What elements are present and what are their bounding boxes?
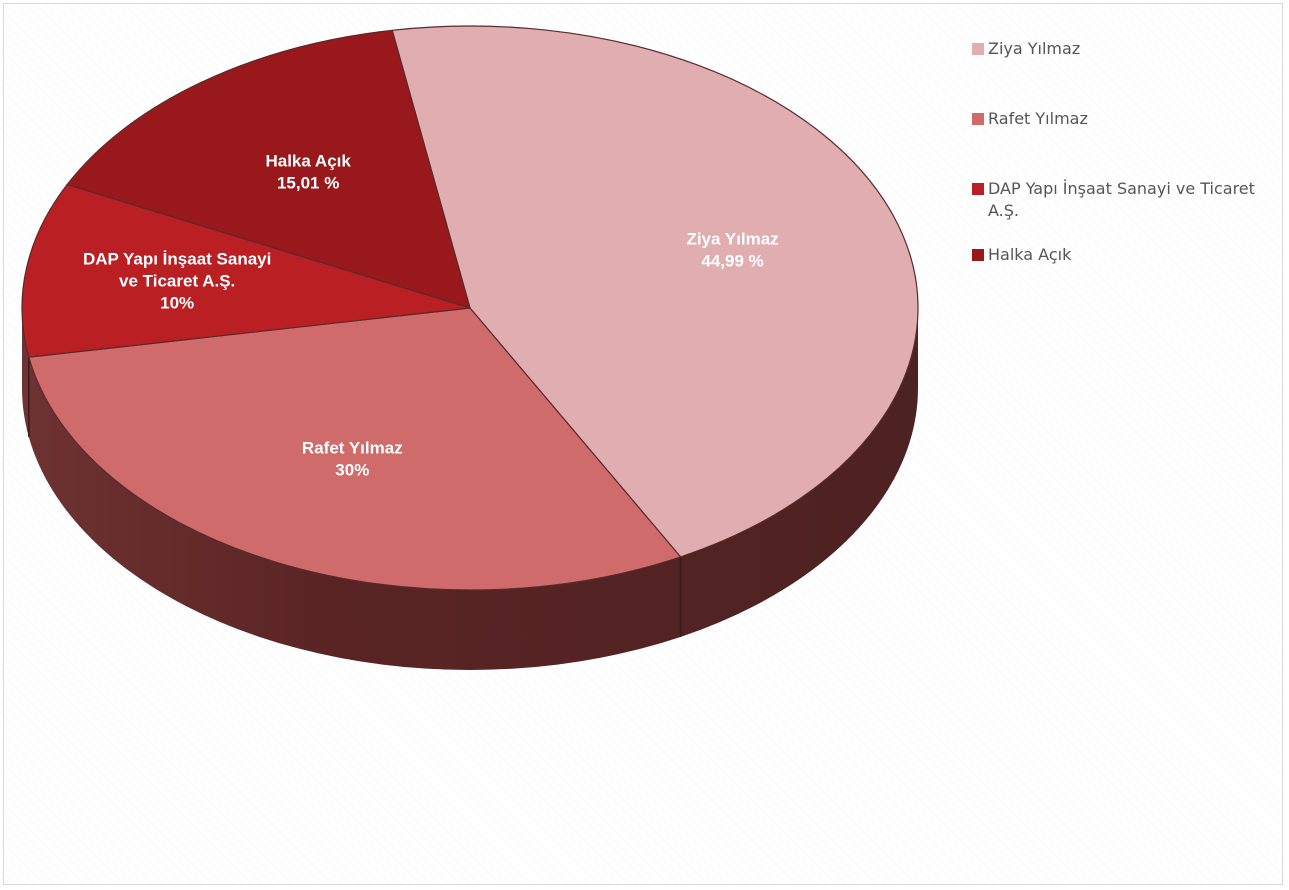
data-label-0-1: 44,99 % <box>701 252 763 271</box>
data-label-2-0: DAP Yapı İnşaat Sanayi <box>83 250 271 269</box>
legend-label: Rafet Yılmaz <box>988 109 1088 128</box>
pie-slice-0 <box>391 25 919 558</box>
data-label-3-0: Halka Açık <box>265 151 351 170</box>
pie-slice-3 <box>66 29 471 309</box>
legend-item-dap: DAP Yapı İnşaat Sanayi ve Ticaret A.Ş. <box>972 178 1272 222</box>
legend: Ziya Yılmaz Rafet Yılmaz DAP Yapı İnşaat… <box>972 38 1272 314</box>
legend-label: Halka Açık <box>988 245 1072 264</box>
data-label-0-0: Ziya Yılmaz <box>686 230 778 249</box>
data-label-2-2: 10% <box>160 294 194 313</box>
data-label-1-0: Rafet Yılmaz <box>302 439 403 458</box>
legend-item-rafet: Rafet Yılmaz <box>972 108 1272 130</box>
legend-item-ziya: Ziya Yılmaz <box>972 38 1272 60</box>
legend-label: DAP Yapı İnşaat Sanayi ve Ticaret A.Ş. <box>988 179 1255 220</box>
legend-swatch <box>972 183 984 195</box>
legend-swatch <box>972 113 984 125</box>
pie-side-wall-shape <box>22 308 918 670</box>
data-label-3-1: 15,01 % <box>277 173 339 192</box>
pie-slices <box>21 25 919 591</box>
pie-slice-1 <box>28 307 682 591</box>
data-label-2-1: ve Ticaret A.Ş. <box>119 272 235 291</box>
pie-side-wall <box>22 308 918 670</box>
legend-swatch <box>972 43 984 55</box>
pie-data-labels: Ziya Yılmaz 44,99 % Rafet Yılmaz 30% DAP Yap… <box>83 151 779 479</box>
data-label-1-1: 30% <box>335 461 369 480</box>
legend-swatch <box>972 249 984 261</box>
pie-slice-2 <box>21 183 471 358</box>
legend-label: Ziya Yılmaz <box>988 39 1081 58</box>
legend-item-halka: Halka Açık <box>972 244 1272 266</box>
